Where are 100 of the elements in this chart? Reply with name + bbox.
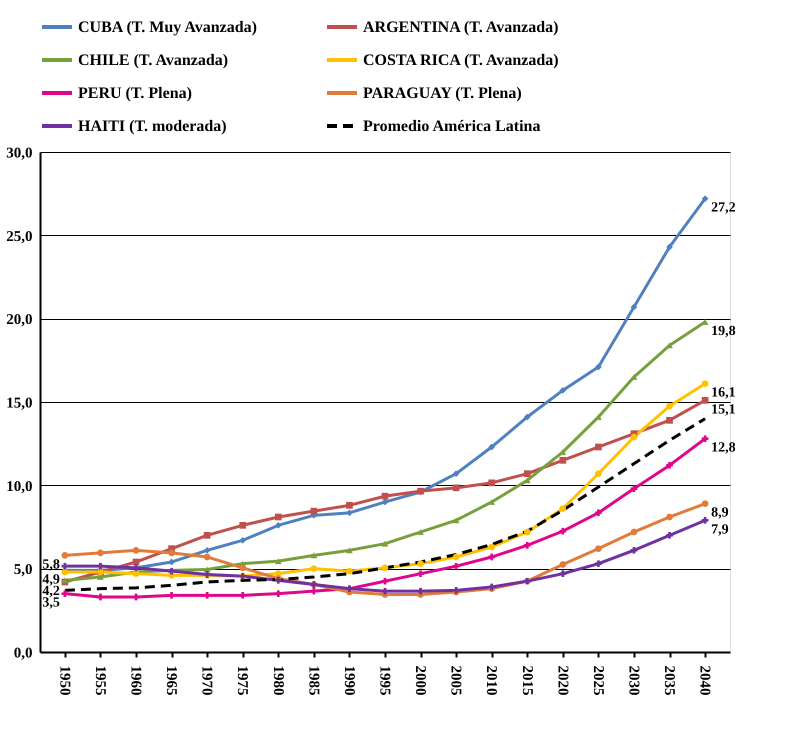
point [382,588,388,595]
x-tick-label: 2025 [590,666,606,696]
data-label: 15,1 [711,402,736,418]
point [168,592,175,599]
point [630,528,638,536]
point [488,444,496,450]
y-tick-label: 10,0 [6,478,32,495]
point [274,590,282,598]
point [274,522,282,529]
point [274,514,282,520]
point [595,509,602,516]
point [346,502,353,509]
legend-label: COSTA RICA (T. Avanzada) [363,52,559,69]
point [239,536,246,544]
point [524,542,531,549]
y-tick-label: 15,0 [6,396,32,412]
point [595,444,602,450]
y-tick-label: 25,0 [6,228,32,245]
y-tick-label: 0,0 [14,646,32,662]
point [310,508,318,515]
point [524,414,531,420]
point [417,529,424,535]
x-tick-label: 1980 [270,666,286,696]
point [630,434,638,440]
point [204,554,211,560]
point [666,416,673,424]
point [204,546,211,554]
point [132,558,140,566]
legend-label: ARGENTINA (T. Avanzada) [363,19,558,36]
point [168,549,175,556]
legend-label: CUBA (T. Muy Avanzada) [78,19,257,36]
point [488,479,496,486]
point [559,505,566,512]
point [274,558,282,564]
y-tick-label: 30,0 [6,146,32,162]
point [132,570,140,578]
point [346,547,353,554]
legend-label: PERU (T. Plena) [78,85,192,102]
point [666,462,673,469]
point [382,564,388,572]
x-tick-label: 1955 [92,666,108,696]
x-tick-label: 2010 [483,666,500,696]
y-tick-label: 5,0 [14,562,32,578]
x-tick-label: 1970 [198,666,215,696]
point [595,470,602,478]
x-tick-label: 1965 [163,666,180,696]
legend-label: PARAGUAY (T. Plena) [363,85,522,102]
data-label: 19,8 [711,324,736,339]
point [524,470,531,478]
point [452,554,460,560]
x-tick-label: 2000 [412,666,428,696]
x-tick-label: 2030 [625,666,642,696]
point [630,546,638,554]
point [382,498,388,506]
point [702,516,708,524]
point [346,568,353,575]
x-tick-label: 2005 [448,666,464,696]
point [702,435,708,442]
point [702,500,708,508]
legend-label: Promedio América Latina [363,118,540,135]
point [239,592,246,599]
point [702,195,708,202]
x-tick-label: 2015 [518,666,535,696]
data-label: 3,5 [42,596,60,611]
point [559,570,566,578]
data-label: 8,9 [711,506,729,521]
data-label: 27,2 [711,200,736,216]
point [595,364,602,370]
point [630,485,638,492]
point [559,456,566,464]
point [666,514,673,520]
point [382,578,388,585]
x-tick-label: 2020 [554,666,570,696]
point [310,552,318,558]
data-label: 7,9 [711,522,729,538]
point [168,558,175,566]
point [452,562,460,570]
point [559,561,566,568]
point [417,560,424,568]
point [488,554,496,560]
point [702,396,708,404]
data-label: 12,8 [711,440,736,456]
point [488,544,496,550]
point [666,244,673,250]
point [62,562,68,570]
x-tick-label: 1950 [56,666,72,696]
data-label: 16,1 [711,386,736,401]
y-tick-label: 20,0 [6,312,32,328]
point [417,588,424,595]
point [97,549,104,556]
x-tick-label: 1990 [340,666,357,696]
point [204,532,211,539]
x-tick-label: 1960 [128,666,144,696]
x-tick-label: 2040 [696,666,713,696]
point [702,380,708,388]
point [452,484,460,492]
x-tick-label: 2035 [661,666,678,696]
x-tick-label: 1975 [234,666,250,696]
point [559,386,566,394]
data-label: 5,8 [42,557,60,572]
